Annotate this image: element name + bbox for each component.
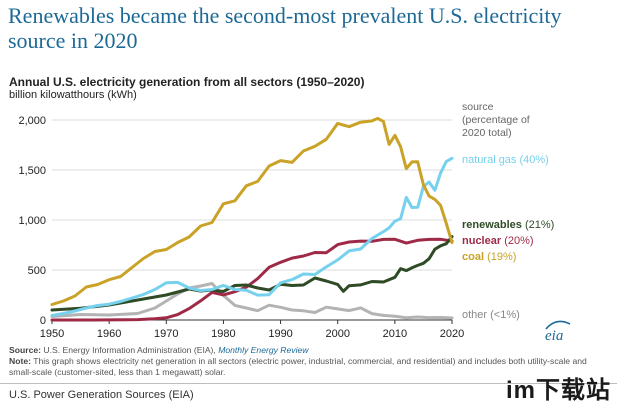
series-label-percent: (40%) [519, 154, 548, 166]
series-label-natural-gas: natural gas (40%) [462, 154, 549, 166]
series-label-percent: (<1%) [490, 309, 520, 321]
headline: Renewables became the second-most preval… [8, 3, 562, 53]
series-label-name: other [462, 309, 490, 321]
series-label-renewables: renewables (21%) [462, 219, 554, 231]
legend-header-line: (percentage of [462, 114, 530, 126]
y-tick-label: 0 [40, 315, 46, 327]
series-label-coal: coal (19%) [462, 251, 516, 263]
note-text: This graph shows electricity net generat… [9, 356, 587, 377]
footer-divider [0, 383, 617, 384]
series-line-renewables [50, 235, 454, 312]
x-tick-label: 1950 [40, 328, 64, 340]
legend-header-line: 2020 total) [462, 127, 512, 139]
x-tick-label: 2010 [383, 328, 407, 340]
series-line-nuclear [50, 237, 454, 322]
eia-logo-arc-icon [545, 320, 571, 330]
series-label-percent: (19%) [487, 251, 516, 263]
source-label: Source: [9, 345, 41, 355]
series-label-other: other (<1%) [462, 309, 520, 321]
series-label-percent: (21%) [525, 219, 554, 231]
y-tick-label: 500 [28, 265, 46, 277]
source-text: U.S. Energy Information Administration (… [43, 345, 216, 355]
series-line-coal [50, 116, 454, 306]
series-line-other [50, 282, 454, 320]
y-tick-label: 2,000 [18, 115, 46, 127]
series-label-name: nuclear [462, 235, 504, 247]
series-label-name: natural gas [462, 154, 519, 166]
x-tick-label: 1970 [154, 328, 178, 340]
footer-caption: U.S. Power Generation Sources (EIA) [9, 389, 194, 401]
y-tick-label: 1,000 [18, 215, 46, 227]
chart-notes: Source: U.S. Energy Information Administ… [9, 345, 589, 378]
series-line-natural-gas [50, 156, 454, 317]
x-tick-label: 1990 [268, 328, 292, 340]
x-tick-label: 2020 [440, 328, 464, 340]
eia-logo: eia [545, 328, 563, 344]
watermark: im下载站 [505, 377, 611, 404]
x-tick-label: 1960 [97, 328, 121, 340]
x-tick-label: 1980 [211, 328, 235, 340]
source-link[interactable]: Monthly Energy Review [218, 345, 309, 355]
line-chart: 0 500 1,000 1,500 2,000 1950 1960 1970 1980 1990 2… [18, 101, 571, 344]
series-label-nuclear: nuclear (20%) [462, 235, 534, 247]
series-label-name: coal [462, 251, 487, 263]
series-label-percent: (20%) [504, 235, 533, 247]
chart-y-unit-label: billion kilowatthours (kWh) [9, 89, 137, 101]
y-tick-label: 1,500 [18, 165, 46, 177]
x-tick-label: 2000 [325, 328, 349, 340]
chart-title: Annual U.S. electricity generation from … [9, 75, 365, 89]
legend-header-line: source [462, 101, 494, 113]
note-label: Note: [9, 356, 31, 366]
series-label-name: renewables [462, 219, 525, 231]
